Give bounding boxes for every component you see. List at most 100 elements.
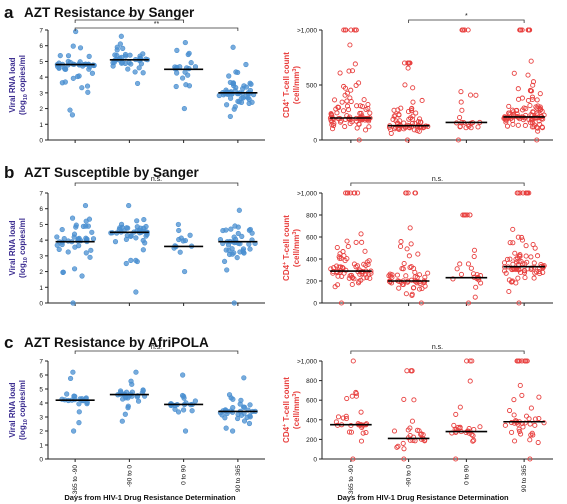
data-point: [504, 123, 511, 129]
data-point: [236, 207, 242, 213]
data-point: [230, 44, 236, 50]
y-tick-label: 4: [39, 75, 43, 82]
data-point: [358, 277, 364, 283]
data-point: [346, 68, 352, 74]
data-point: [406, 253, 412, 259]
data-point: [464, 358, 470, 364]
x-axis-title-left: Days from HIV-1 Drug Resistance Determin…: [64, 493, 236, 502]
y-tick-label: 5: [39, 59, 43, 66]
y-tick-label: 0: [313, 138, 317, 145]
data-point: [467, 358, 473, 364]
data-point: [363, 429, 369, 436]
data-point: [506, 288, 512, 295]
data-point: [127, 52, 133, 58]
data-point: [535, 125, 541, 131]
y-tick-label: 6: [39, 373, 43, 380]
data-point: [135, 398, 142, 404]
data-point: [467, 378, 473, 384]
data-point: [246, 227, 252, 233]
data-point: [173, 83, 179, 90]
data-point: [348, 87, 354, 93]
data-point: [410, 99, 416, 105]
data-point: [511, 70, 517, 76]
data-point: [116, 226, 122, 233]
data-point: [337, 70, 343, 76]
data-point: [126, 202, 132, 209]
data-point: [517, 253, 523, 259]
y-label-line2: (log10 copies/ml: [18, 55, 29, 115]
data-point: [528, 254, 534, 260]
x-tick-label: -90 to 0: [406, 465, 413, 487]
data-point: [65, 53, 72, 59]
data-point: [246, 420, 253, 427]
y-tick-label: >1,000: [297, 191, 317, 198]
y-tick-label: 400: [306, 417, 317, 424]
data-point: [400, 440, 406, 446]
data-point: [70, 75, 76, 81]
data-point: [539, 125, 546, 131]
y-axis-label: CD4+ T-cell count (cell/mm3): [282, 52, 301, 118]
data-point: [114, 47, 120, 53]
data-point: [226, 73, 232, 79]
data-point: [405, 65, 411, 71]
data-point: [407, 60, 413, 66]
data-point: [359, 239, 365, 245]
data-point: [510, 261, 516, 267]
significance-bracket: [74, 19, 185, 23]
data-point: [536, 269, 542, 275]
significance-bracket: [408, 19, 525, 23]
data-point: [249, 99, 255, 105]
data-point: [347, 190, 353, 196]
data-point: [418, 119, 424, 125]
data-point: [133, 235, 139, 241]
data-point: [349, 281, 355, 288]
data-point: [410, 434, 417, 440]
data-point: [358, 438, 365, 444]
data-point: [522, 420, 528, 426]
y-tick-label: 0: [313, 457, 317, 464]
data-point: [230, 405, 236, 411]
panel-letter-b: b: [4, 163, 14, 182]
data-point: [506, 110, 512, 116]
data-point: [367, 110, 373, 116]
data-point: [523, 253, 529, 259]
data-point: [132, 69, 138, 75]
data-point: [239, 233, 245, 239]
data-point: [515, 86, 521, 92]
data-point: [394, 272, 400, 278]
data-point: [418, 300, 424, 306]
data-point: [419, 97, 425, 104]
data-point: [458, 99, 464, 105]
data-point: [73, 222, 79, 228]
data-point: [231, 234, 237, 240]
data-point: [362, 127, 369, 133]
y-label-line1: Viral RNA load: [8, 57, 17, 112]
data-point: [406, 116, 412, 122]
data-point: [112, 239, 119, 245]
data-point: [517, 27, 523, 33]
data-point: [192, 64, 199, 70]
data-point: [507, 407, 513, 414]
data-point: [466, 425, 472, 432]
data-point: [461, 212, 467, 218]
data-point: [70, 300, 76, 306]
data-point: [514, 111, 520, 117]
data-point: [349, 393, 355, 399]
significance-bracket: [350, 182, 525, 186]
data-point: [224, 267, 230, 273]
data-point: [517, 252, 523, 258]
data-point: [234, 254, 240, 261]
data-point: [348, 98, 354, 105]
data-point: [71, 428, 77, 434]
y-tick-label: >1,000: [297, 359, 317, 366]
data-point: [526, 190, 532, 196]
data-point: [513, 418, 519, 424]
y-axis-label: CD4+ T-cell count (cell/mm3): [282, 215, 301, 281]
data-point: [335, 282, 341, 288]
data-point: [228, 95, 234, 101]
data-point: [473, 92, 479, 98]
data-point: [182, 428, 189, 434]
data-point: [540, 269, 546, 275]
data-point: [391, 113, 397, 119]
data-point: [468, 125, 474, 131]
